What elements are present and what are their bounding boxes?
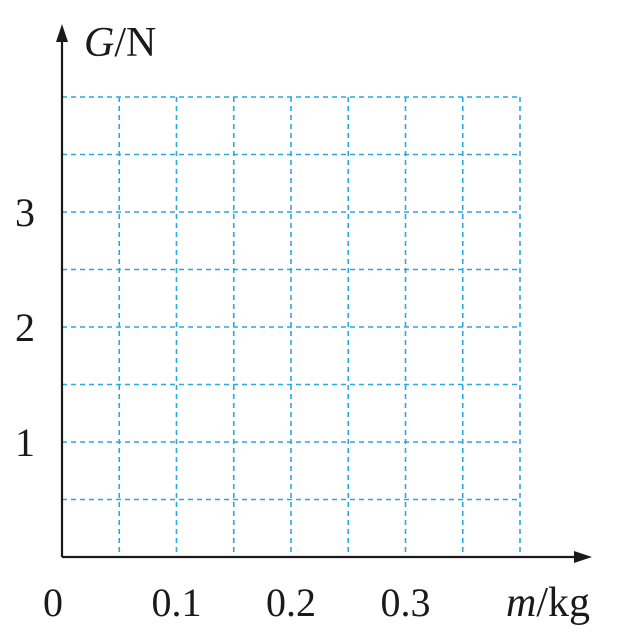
x-axis-title-var: m xyxy=(506,580,536,626)
x-axis-title-unit: /kg xyxy=(536,580,590,626)
y-axis-title: G/N xyxy=(84,20,156,66)
x-axis-arrow-icon xyxy=(574,551,592,563)
y-tick-label: 1 xyxy=(15,420,35,465)
y-axis-arrow-icon xyxy=(56,24,68,42)
y-tick-label: 3 xyxy=(15,190,35,235)
labels: G/N m/kg 0 xyxy=(43,20,590,626)
y-axis-title-unit: /N xyxy=(114,20,156,66)
x-tick-label: 0.2 xyxy=(266,580,316,625)
y-tick-label: 2 xyxy=(15,305,35,350)
axes xyxy=(56,24,592,563)
x-tick-label: 0.3 xyxy=(381,580,431,625)
origin-label: 0 xyxy=(43,580,63,625)
y-axis-title-var: G xyxy=(84,20,114,66)
x-axis-title: m/kg xyxy=(506,580,590,626)
grid xyxy=(62,96,521,557)
tick-labels: 0.1 0.2 0.3 1 2 3 xyxy=(15,190,431,625)
x-tick-label: 0.1 xyxy=(152,580,202,625)
